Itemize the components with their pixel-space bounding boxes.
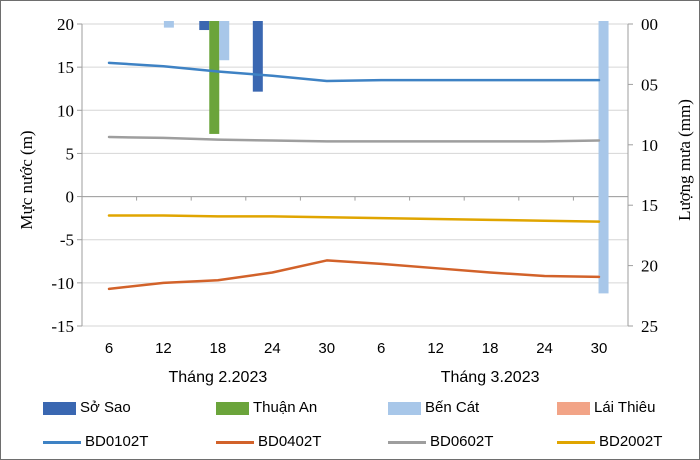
chart-legend: Sở Sao Thuận An Bến Cát Lái Thiêu BD0102T BD0… xyxy=(1,391,699,459)
legend-swatch-bd0402t xyxy=(216,440,254,444)
legend-swatch-bd0602t xyxy=(388,440,426,444)
left-axis-tick-label: 5 xyxy=(66,144,75,163)
legend-label: BD0102T xyxy=(85,433,149,450)
series-line-bd0102t xyxy=(107,61,601,83)
series-line-bd2002t xyxy=(107,214,601,223)
rain-bar-bến-cát xyxy=(598,21,609,294)
legend-item-bd0102t: BD0102T xyxy=(43,434,148,450)
legend-swatch-bến-cát xyxy=(388,401,421,415)
left-axis-tick-label: -5 xyxy=(60,231,74,250)
x-axis-month-label: Tháng 2.2023 xyxy=(169,369,268,386)
legend-item-bd2002t: BD2002T xyxy=(557,434,662,450)
legend-label: Bến Cát xyxy=(425,399,480,416)
legend-swatch-sở-sao xyxy=(43,401,76,415)
rain-bar-sở-sao xyxy=(199,21,210,31)
legend-item-bd0402t: BD0402T xyxy=(216,434,321,450)
series-line-bd0402t xyxy=(107,259,601,291)
left-axis-title: Mực nước (m) xyxy=(17,130,36,230)
legend-item-lái-thiêu: Lái Thiêu xyxy=(557,400,655,416)
right-axis-tick-label: 15 xyxy=(641,196,658,215)
right-axis-tick-label: 10 xyxy=(641,136,658,155)
legend-item-thuận-an: Thuận An xyxy=(216,400,317,416)
legend-swatch-thuận-an xyxy=(216,401,249,415)
rain-bar-thuận-an xyxy=(209,21,220,134)
x-axis-tick-label: 30 xyxy=(318,340,335,357)
x-axis-tick-label: 12 xyxy=(427,340,444,357)
right-axis-tick-label: 25 xyxy=(641,317,658,336)
left-axis-tick-label: 20 xyxy=(57,15,74,34)
left-axis-tick-label: 0 xyxy=(66,188,75,207)
legend-swatch-bd2002t xyxy=(557,440,595,444)
right-axis-tick-label: 05 xyxy=(641,75,658,94)
legend-label: BD0602T xyxy=(430,433,494,450)
x-axis-tick-label: 24 xyxy=(536,340,553,357)
x-axis-tick-label: 24 xyxy=(264,340,281,357)
legend-swatch-bd0102t xyxy=(43,440,81,444)
chart-canvas: 20 15 10 5 0 -5 -10 -15 00 05 10 15 20 25 6 12 18 24 30 6 12… xyxy=(51,15,658,386)
rain-bar-bến-cát xyxy=(163,21,174,28)
legend-label: Lái Thiêu xyxy=(594,399,656,416)
legend-label: BD2002T xyxy=(599,433,663,450)
legend-item-bến-cát: Bến Cát xyxy=(388,400,479,416)
x-axis-tick-label: 18 xyxy=(210,340,227,357)
legend-item-sở-sao: Sở Sao xyxy=(43,400,131,416)
right-axis-tick-label: 00 xyxy=(641,15,658,34)
left-axis-tick-label: 10 xyxy=(57,101,74,120)
left-axis-tick-label: -15 xyxy=(51,317,74,336)
rain-bar-sở-sao xyxy=(252,21,263,92)
right-axis-title: Lượng mưa (mm) xyxy=(675,99,694,221)
x-axis-tick-label: 6 xyxy=(377,340,385,357)
legend-item-bd0602t: BD0602T xyxy=(388,434,493,450)
rain-bar-bến-cát xyxy=(219,21,230,61)
left-axis-tick-label: -10 xyxy=(51,274,74,293)
legend-label: BD0402T xyxy=(258,433,322,450)
series-line-bd0602t xyxy=(107,135,601,143)
x-axis-tick-label: 12 xyxy=(155,340,172,357)
x-axis-tick-label: 30 xyxy=(591,340,608,357)
x-axis-tick-label: 6 xyxy=(105,340,113,357)
legend-swatch-lái-thiêu xyxy=(557,401,590,415)
legend-label: Sở Sao xyxy=(80,399,131,416)
legend-label: Thuận An xyxy=(253,399,318,416)
right-axis-tick-label: 20 xyxy=(641,257,658,276)
x-axis-tick-label: 18 xyxy=(482,340,499,357)
x-axis-month-label: Tháng 3.2023 xyxy=(441,369,540,386)
left-axis-tick-label: 15 xyxy=(57,58,74,77)
